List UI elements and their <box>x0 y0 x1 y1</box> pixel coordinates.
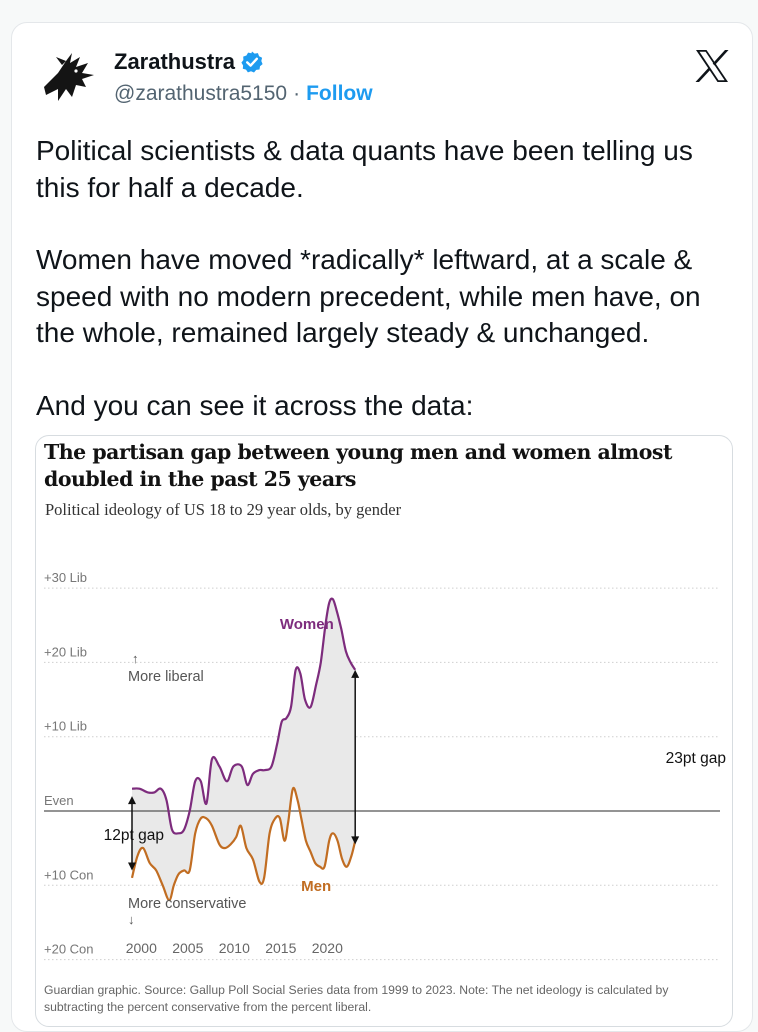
tweet-text: Political scientists & data quants have … <box>36 133 736 424</box>
gap-end-annotation: 23pt gap <box>351 669 726 845</box>
more-liberal-arrow: ↑ <box>132 651 139 666</box>
tweet-paragraph: Women have moved *radically* leftward, a… <box>36 244 701 348</box>
verified-badge-icon <box>241 51 263 73</box>
follow-button[interactable]: Follow <box>306 82 373 105</box>
gap-start-annotation: 12pt gap <box>104 796 164 871</box>
x-logo-icon[interactable] <box>694 49 730 83</box>
y-tick-label: +10 Lib <box>44 719 87 734</box>
more-conservative-arrow: ↓ <box>128 912 135 927</box>
y-tick-label: +30 Lib <box>44 570 87 585</box>
separator-dot: · <box>293 82 301 105</box>
y-tick-label: +20 Lib <box>44 644 87 659</box>
gap-end-arrowhead-down <box>351 836 360 845</box>
author-name[interactable]: Zarathustra <box>114 49 236 74</box>
chart-footnote: Guardian graphic. Source: Gallup Poll So… <box>44 983 669 1014</box>
author-handle[interactable]: @zarathustra5150 <box>114 82 288 105</box>
x-tick-label: 2010 <box>219 940 250 956</box>
avatar[interactable] <box>36 43 104 111</box>
y-tick-label: Even <box>44 793 74 808</box>
tweet-paragraph: And you can see it across the data: <box>36 389 474 421</box>
gap-end-arrowhead-up <box>351 669 360 678</box>
tweet-card[interactable]: Zarathustra @zarathustra5150 · Follow Po… <box>11 22 753 1032</box>
x-tick-label: 2000 <box>126 940 157 956</box>
y-tick-label: +10 Con <box>44 867 94 882</box>
x-axis-ticks: 2000 2005 2010 2015 2020 <box>126 940 343 956</box>
gap-start-arrowhead-down <box>128 862 136 871</box>
chart-subtitle: Political ideology of US 18 to 29 year o… <box>45 500 402 519</box>
series-label-women: Women <box>280 616 334 633</box>
chart-title: The partisan gap between young men and w… <box>44 440 672 491</box>
more-conservative-label: More conservative <box>128 896 246 912</box>
x-tick-label: 2005 <box>172 940 203 956</box>
x-tick-label: 2015 <box>265 940 296 956</box>
chart-gridlines <box>44 587 720 961</box>
x-tick-label: 2020 <box>312 940 343 956</box>
series-label-men: Men <box>301 878 331 895</box>
y-axis-ticks: +30 Lib +20 Lib +10 Lib Even +10 Con +20 Con <box>44 570 94 957</box>
series-line-men <box>130 786 357 902</box>
gap-end-label: 23pt gap <box>666 750 726 767</box>
y-tick-label: +20 Con <box>44 942 94 957</box>
gap-start-arrowhead-up <box>128 796 136 805</box>
more-liberal-label: More liberal <box>128 669 204 685</box>
raven-avatar-icon <box>36 43 104 111</box>
gap-shaded-area <box>132 598 356 901</box>
tweet-media-chart[interactable]: The partisan gap between young men and w… <box>35 435 733 1027</box>
tweet-paragraph: Political scientists & data quants have … <box>36 135 693 203</box>
gap-start-label: 12pt gap <box>104 827 164 844</box>
series-line-women <box>131 597 357 835</box>
